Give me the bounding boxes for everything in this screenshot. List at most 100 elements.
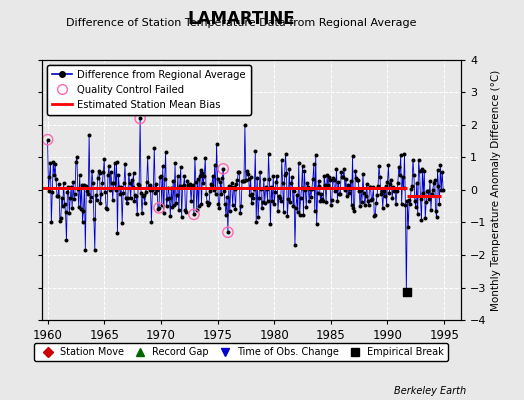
Point xyxy=(43,136,52,143)
Point xyxy=(313,190,322,196)
Point xyxy=(326,177,334,183)
Point xyxy=(71,190,79,197)
Point xyxy=(204,202,212,208)
Point xyxy=(200,172,209,179)
Point xyxy=(217,190,225,197)
Point xyxy=(145,182,154,188)
Point xyxy=(254,214,263,220)
Point xyxy=(74,203,83,210)
Point xyxy=(212,140,221,147)
Text: Difference of Station Temperature Data from Regional Average: Difference of Station Temperature Data f… xyxy=(66,18,416,28)
Point xyxy=(59,180,68,186)
Point xyxy=(70,196,78,202)
Point xyxy=(375,163,383,169)
Point xyxy=(104,172,112,178)
Point xyxy=(99,169,107,176)
Point xyxy=(119,190,127,196)
Point xyxy=(211,162,219,168)
Point xyxy=(364,202,373,208)
Point xyxy=(294,160,303,166)
Point xyxy=(258,205,266,212)
Point xyxy=(433,167,442,173)
Point xyxy=(105,163,113,169)
Point xyxy=(249,195,258,202)
Point xyxy=(354,177,363,184)
Point xyxy=(380,193,389,199)
Point xyxy=(236,210,244,216)
Point xyxy=(314,178,323,184)
Point xyxy=(45,188,53,194)
Point xyxy=(379,188,388,195)
Point xyxy=(390,188,398,194)
Point xyxy=(194,203,203,209)
Point xyxy=(68,205,77,211)
Point xyxy=(126,180,134,187)
Text: Berkeley Earth: Berkeley Earth xyxy=(394,386,466,396)
Point xyxy=(43,136,52,143)
Point xyxy=(392,188,401,194)
Point xyxy=(127,177,136,184)
Point xyxy=(417,196,425,202)
Point xyxy=(230,184,238,190)
Point xyxy=(57,214,65,221)
Point xyxy=(226,184,235,190)
Point xyxy=(94,168,103,174)
Point xyxy=(122,194,130,201)
Point xyxy=(251,148,259,154)
Point xyxy=(212,191,220,198)
Point xyxy=(164,184,172,191)
Point xyxy=(438,168,446,175)
Point xyxy=(279,208,288,215)
Point xyxy=(312,220,321,227)
Point xyxy=(381,182,390,189)
Point xyxy=(328,197,336,203)
Point xyxy=(280,172,289,178)
Point xyxy=(100,156,108,162)
Point xyxy=(207,181,215,187)
Point xyxy=(403,198,411,205)
Point xyxy=(219,166,227,172)
Point xyxy=(143,179,151,186)
Point xyxy=(383,202,391,208)
Point xyxy=(86,198,94,204)
Point xyxy=(58,195,66,201)
Point xyxy=(227,180,236,186)
Point xyxy=(273,172,281,179)
Point xyxy=(59,202,67,209)
Legend: Station Move, Record Gap, Time of Obs. Change, Empirical Break: Station Move, Record Gap, Time of Obs. C… xyxy=(34,343,448,361)
Point xyxy=(223,194,231,200)
Point xyxy=(189,182,197,188)
Point xyxy=(160,176,169,183)
Point xyxy=(128,184,137,191)
Point xyxy=(431,207,440,214)
Point xyxy=(406,201,414,207)
Point xyxy=(187,198,195,204)
Point xyxy=(260,199,269,206)
Point xyxy=(209,172,217,179)
Point xyxy=(370,212,378,219)
Point xyxy=(131,192,139,198)
Point xyxy=(198,200,206,207)
Point xyxy=(368,196,377,202)
Point xyxy=(358,199,366,206)
Point xyxy=(369,184,377,190)
Point xyxy=(214,201,223,208)
Point xyxy=(132,192,140,199)
Point xyxy=(169,178,177,185)
Point xyxy=(226,208,234,214)
Point xyxy=(125,170,133,177)
Point xyxy=(237,203,245,209)
Point xyxy=(264,151,272,157)
Point xyxy=(126,195,135,201)
Point xyxy=(429,186,437,193)
Point xyxy=(250,186,258,192)
Point xyxy=(396,172,404,178)
Point xyxy=(435,201,444,208)
Point xyxy=(205,200,213,207)
Point xyxy=(65,210,73,216)
Point xyxy=(322,199,330,206)
Point xyxy=(90,215,98,222)
Point xyxy=(178,214,186,220)
Point xyxy=(263,186,271,193)
Point xyxy=(297,185,305,192)
